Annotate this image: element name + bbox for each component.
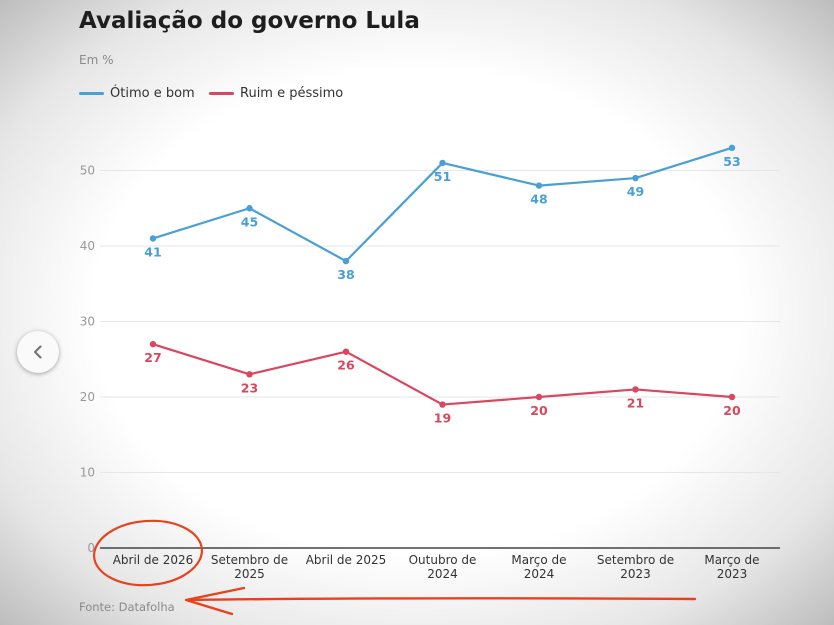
x-tick-label: Outubro de 2024 <box>409 553 477 581</box>
data-label: 23 <box>241 380 258 395</box>
data-point <box>439 401 446 408</box>
data-label: 27 <box>144 350 161 365</box>
x-tick-label: Abril de 2025 <box>306 553 387 567</box>
legend-item-bad: Ruim e péssimo <box>209 86 343 101</box>
data-point <box>246 371 253 378</box>
data-label: 48 <box>530 192 547 207</box>
data-label: 49 <box>627 184 644 199</box>
series-line-bad <box>151 343 734 406</box>
data-point <box>728 144 736 152</box>
data-label: 38 <box>337 267 354 282</box>
legend-label-bad: Ruim e péssimo <box>240 86 344 101</box>
data-label: 20 <box>530 403 548 418</box>
y-tick-label: 30 <box>80 315 95 329</box>
source-note: Fonte: Datafolha <box>79 600 175 614</box>
data-point <box>535 182 543 189</box>
annotation-arrow-line <box>188 597 697 602</box>
data-point <box>149 235 157 242</box>
y-tick-label: 0 <box>87 541 95 555</box>
x-tick-label: Setembro de 2023 <box>597 553 674 581</box>
annotation-circle <box>92 519 204 587</box>
y-tick-label: 10 <box>80 466 95 480</box>
x-tick-label: Março de 2024 <box>511 553 566 581</box>
data-point <box>246 205 253 212</box>
data-label: 19 <box>434 411 451 426</box>
data-label: 20 <box>723 403 741 418</box>
x-tick-label: Setembro de 2025 <box>211 553 288 581</box>
data-point <box>632 386 639 393</box>
data-point <box>342 257 350 265</box>
data-label: 51 <box>434 169 451 184</box>
data-point <box>728 393 736 401</box>
legend-label-good: Ótimo e bom <box>110 86 195 101</box>
x-tick-label: Março de 2023 <box>704 553 759 581</box>
data-label: 21 <box>627 395 644 410</box>
chart-subtitle: Em % <box>79 53 114 67</box>
data-point <box>149 340 157 348</box>
chevron-left-icon <box>33 345 42 359</box>
chart-title: Avaliação do governo Lula <box>79 8 420 34</box>
data-label: 53 <box>723 154 740 169</box>
y-tick-label: 20 <box>80 390 95 404</box>
data-label: 45 <box>241 214 258 229</box>
data-label: 26 <box>337 358 355 373</box>
annotation-arrow-head <box>184 586 246 616</box>
data-point <box>535 393 543 401</box>
legend-swatch-bad <box>209 92 234 95</box>
y-tick-label: 40 <box>80 239 95 253</box>
legend-swatch-good <box>79 92 104 95</box>
y-tick-label: 50 <box>80 164 95 178</box>
data-point <box>632 174 639 182</box>
data-point <box>439 159 446 167</box>
legend-item-good: Ótimo e bom <box>79 86 195 101</box>
previous-button[interactable] <box>17 331 59 373</box>
data-label: 41 <box>144 244 161 259</box>
x-tick-label: Abril de 2026 <box>113 553 194 567</box>
data-point <box>342 348 350 355</box>
